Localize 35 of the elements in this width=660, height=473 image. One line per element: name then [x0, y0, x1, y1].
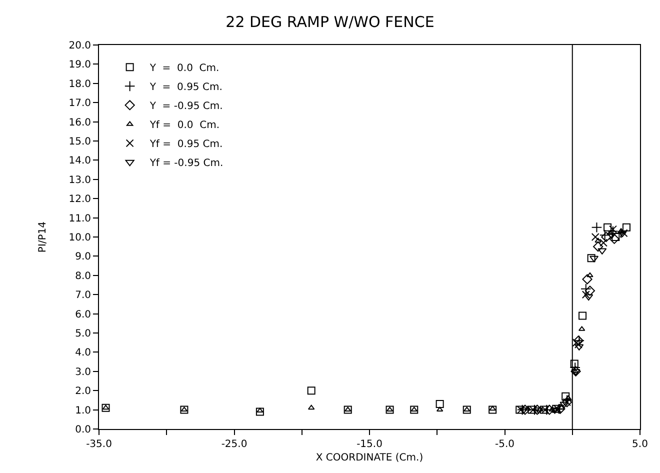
y-tick-label: 4.0 [75, 348, 91, 359]
y-tick-label: 5.0 [75, 328, 91, 340]
y-tick-label: 20.0 [68, 40, 91, 52]
y-axis-title: PI/P14 [38, 221, 49, 253]
y-tick-label: 8.0 [75, 270, 91, 282]
x-tick-label: -5.0 [494, 439, 515, 450]
y-tick-label: 10.0 [68, 232, 91, 244]
legend-label: Yf = -0.95 Cm. [148, 158, 224, 170]
legend-label: Yf = 0.95 Cm. [148, 139, 223, 150]
legend-label: Yf = 0.0 Cm. [148, 120, 220, 132]
y-tick-label: 16.0 [68, 117, 91, 128]
y-tick-label: 19.0 [68, 60, 91, 71]
legend-label: Y = 0.0 Cm. [148, 63, 220, 74]
chart-title: 22 DEG RAMP W/WO FENCE [226, 13, 434, 32]
x-tick-label: 5.0 [632, 439, 648, 450]
y-tick-label: 0.0 [75, 424, 91, 436]
y-tick-label: 6.0 [75, 309, 91, 320]
y-tick-label: 13.0 [68, 174, 91, 186]
y-tick-label: 2.0 [75, 386, 91, 398]
y-tick-label: 15.0 [68, 136, 91, 148]
x-tick-label: -35.0 [86, 439, 112, 450]
x-tick-label: -25.0 [221, 439, 248, 450]
y-tick-label: 12.0 [68, 194, 91, 206]
y-tick-label: 17.0 [68, 98, 91, 110]
y-tick-label: 3.0 [75, 366, 91, 378]
y-tick-label: 18.0 [68, 78, 91, 90]
y-tick-label: 1.0 [75, 405, 91, 416]
y-tick-label: 14.0 [68, 156, 91, 167]
x-axis-title: X COORDINATE (Cm.) [316, 452, 424, 464]
y-tick-label: 7.0 [75, 290, 91, 302]
y-tick-label: 9.0 [75, 252, 91, 263]
y-tick-label: 11.0 [68, 213, 91, 224]
x-tick-label: -15.0 [356, 439, 382, 450]
legend-label: Y = 0.95 Cm. [148, 82, 222, 94]
legend-label: Y = -0.95 Cm. [148, 101, 223, 112]
